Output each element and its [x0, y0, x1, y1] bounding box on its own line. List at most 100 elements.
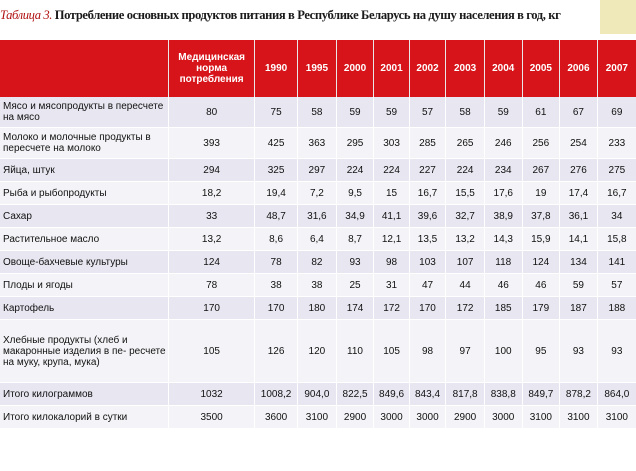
value-cell: 174: [335, 296, 374, 320]
value-cell: 118: [483, 250, 523, 274]
value-cell: 878,2: [559, 382, 598, 406]
value-cell: 170: [254, 296, 298, 320]
table-row: Итого килограммов 1032 1008,2 904,0 822,5 849…: [0, 382, 636, 406]
table-row: Молоко и молочные продукты в пересчете н…: [0, 127, 636, 159]
value-cell: 36,1: [559, 204, 598, 228]
value-cell: 107: [445, 250, 485, 274]
value-cell: 141: [596, 250, 636, 274]
value-cell: 265: [445, 127, 485, 159]
value-cell: 57: [408, 97, 446, 128]
value-cell: 13,2: [445, 227, 485, 251]
value-cell: 303: [373, 127, 410, 159]
row-label: Мясо и мясопродукты в пересчете на мясо: [0, 97, 169, 128]
value-cell: 325: [254, 158, 298, 182]
value-cell: 3100: [559, 405, 598, 429]
header-cell-2007: 2007: [596, 40, 636, 97]
value-cell: 59: [559, 273, 598, 297]
value-cell: 18,2: [168, 181, 255, 205]
value-cell: 256: [521, 127, 560, 159]
value-cell: 267: [521, 158, 560, 182]
value-cell: 8,7: [335, 227, 374, 251]
value-cell: 38,9: [483, 204, 523, 228]
value-cell: 363: [297, 127, 337, 159]
header-cell-1990: 1990: [254, 40, 298, 97]
value-cell: 120: [297, 319, 337, 383]
row-label: Овоще-бахчевые культуры: [0, 250, 169, 274]
table-row: Хлебные продукты (хлеб и макаронные изде…: [0, 319, 636, 383]
value-cell: 46: [483, 273, 523, 297]
value-cell: 58: [297, 97, 337, 128]
value-cell: 224: [373, 158, 410, 182]
value-cell: 59: [335, 97, 374, 128]
value-cell: 13,5: [408, 227, 446, 251]
header-cell-2003: 2003: [445, 40, 485, 97]
value-cell: 285: [408, 127, 446, 159]
value-cell: 46: [521, 273, 560, 297]
value-cell: 37,8: [521, 204, 560, 228]
value-cell: 134: [559, 250, 598, 274]
value-cell: 187: [559, 296, 598, 320]
value-cell: 8,6: [254, 227, 298, 251]
value-cell: 172: [445, 296, 485, 320]
value-cell: 17,4: [559, 181, 598, 205]
value-cell: 2900: [445, 405, 485, 429]
value-cell: 78: [168, 273, 255, 297]
value-cell: 224: [445, 158, 485, 182]
value-cell: 48,7: [254, 204, 298, 228]
row-label: Итого килокалорий в сутки: [0, 405, 169, 429]
value-cell: 838,8: [483, 382, 523, 406]
header-cell-1995: 1995: [297, 40, 337, 97]
value-cell: 1032: [168, 382, 255, 406]
value-cell: 13,2: [168, 227, 255, 251]
value-cell: 124: [521, 250, 560, 274]
value-cell: 16,7: [596, 181, 636, 205]
value-cell: 849,6: [373, 382, 410, 406]
value-cell: 2900: [335, 405, 374, 429]
row-label: Молоко и молочные продукты в пересчете н…: [0, 127, 169, 159]
value-cell: 78: [254, 250, 298, 274]
row-label: Рыба и рыбопродукты: [0, 181, 169, 205]
corner-decoration: [600, 0, 636, 34]
value-cell: 31: [373, 273, 410, 297]
caption-prefix: Таблица 3.: [0, 8, 52, 22]
value-cell: 170: [408, 296, 446, 320]
value-cell: 3100: [521, 405, 560, 429]
value-cell: 233: [596, 127, 636, 159]
value-cell: 103: [408, 250, 446, 274]
value-cell: 67: [559, 97, 598, 128]
value-cell: 6,4: [297, 227, 337, 251]
table-row: Овоще-бахчевые культуры 124 78 82 93 98 103 107…: [0, 250, 636, 274]
value-cell: 25: [335, 273, 374, 297]
value-cell: 59: [483, 97, 523, 128]
value-cell: 110: [335, 319, 374, 383]
row-label: Растительное масло: [0, 227, 169, 251]
value-cell: 297: [297, 158, 337, 182]
value-cell: 17,6: [483, 181, 523, 205]
value-cell: 188: [596, 296, 636, 320]
value-cell: 38: [254, 273, 298, 297]
value-cell: 14,1: [559, 227, 598, 251]
value-cell: 97: [445, 319, 485, 383]
value-cell: 904,0: [297, 382, 337, 406]
value-cell: 843,4: [408, 382, 446, 406]
value-cell: 98: [408, 319, 446, 383]
header-row: Медицинская норма потребления 1990 1995 …: [0, 40, 636, 97]
value-cell: 16,7: [408, 181, 446, 205]
row-label: Плоды и ягоды: [0, 273, 169, 297]
value-cell: 276: [559, 158, 598, 182]
value-cell: 180: [297, 296, 337, 320]
value-cell: 41,1: [373, 204, 410, 228]
value-cell: 34: [596, 204, 636, 228]
value-cell: 3000: [408, 405, 446, 429]
value-cell: 93: [559, 319, 598, 383]
value-cell: 185: [483, 296, 523, 320]
value-cell: 227: [408, 158, 446, 182]
row-label: Итого килограммов: [0, 382, 169, 406]
value-cell: 34,9: [335, 204, 374, 228]
value-cell: 32,7: [445, 204, 485, 228]
header-cell-2002: 2002: [408, 40, 446, 97]
table-caption: Таблица 3. Потребление основных продукто…: [0, 8, 636, 23]
value-cell: 295: [335, 127, 374, 159]
table-row: Рыба и рыбопродукты 18,2 19,4 7,2 9,5 15 16,7 1…: [0, 181, 636, 205]
